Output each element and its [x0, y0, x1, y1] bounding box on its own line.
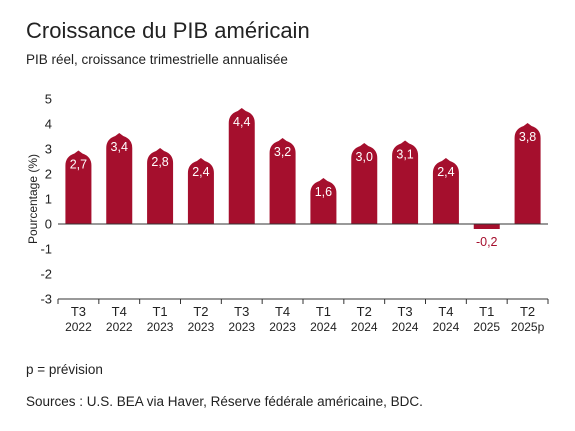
x-tick-label-quarter: T2	[357, 304, 372, 319]
x-tick-label-quarter: T1	[479, 304, 494, 319]
y-tick-label: -1	[40, 242, 52, 257]
x-axis: T32022T42022T12023T22023T32023T42023T120…	[57, 223, 549, 334]
bar	[106, 133, 133, 224]
bar	[432, 158, 459, 224]
x-tick-label-year: 2023	[147, 320, 174, 334]
bar-value-label: -0,2	[476, 235, 498, 249]
x-tick-label-quarter: T4	[275, 304, 290, 319]
bar	[269, 138, 296, 224]
bar-value-label: 3,8	[519, 130, 536, 144]
y-tick-label: 0	[45, 217, 52, 232]
bar	[187, 158, 214, 224]
bar-value-label: 2,7	[70, 158, 87, 172]
x-tick-label-year: 2024	[392, 320, 419, 334]
y-tick-label: -2	[40, 267, 52, 282]
x-tick-label-year: 2023	[269, 320, 296, 334]
x-tick-label-quarter: T3	[234, 304, 249, 319]
bar-value-label: 3,1	[396, 148, 413, 162]
x-tick-label-year: 2024	[433, 320, 460, 334]
bar	[351, 143, 378, 224]
bar-value-label: 3,0	[356, 150, 373, 164]
forecast-note: p = prévision	[26, 362, 103, 377]
x-tick-label-year: 2023	[188, 320, 215, 334]
bar-value-label: 3,2	[274, 145, 291, 159]
x-tick-label-year: 2025p	[511, 320, 545, 334]
bar-value-label: 2,4	[437, 165, 454, 179]
bar	[147, 148, 174, 224]
chart-subtitle: PIB réel, croissance trimestrielle annua…	[26, 52, 288, 67]
y-axis: 5 4 3 2 1 0 -1 -2 -3	[40, 92, 52, 307]
y-tick-label: 3	[45, 142, 52, 157]
x-tick-label-quarter: T3	[397, 304, 412, 319]
bar-chart: 5 4 3 2 1 0 -1 -2 -3 2,7 3,4 2,8 2,4 4,4 3,2 1,6 3,0 3,1…	[26, 92, 549, 334]
bars: 2,7 3,4 2,8 2,4 4,4 3,2 1,6 3,0 3,1 2,4 -0,2 3,8	[65, 108, 541, 249]
x-tick-label-year: 2025	[473, 320, 500, 334]
y-tick-label: 4	[45, 117, 52, 132]
x-tick-label-quarter: T2	[520, 304, 535, 319]
x-tick-label-quarter: T1	[316, 304, 331, 319]
bar	[473, 224, 500, 229]
y-tick-label: 5	[45, 92, 52, 107]
x-tick-label-quarter: T3	[71, 304, 86, 319]
y-axis-label: Pourcentage (%)	[26, 154, 40, 244]
y-tick-label: 2	[45, 167, 52, 182]
x-tick-label-quarter: T4	[112, 304, 127, 319]
chart-title: Croissance du PIB américain	[26, 18, 310, 43]
x-tick-label-quarter: T2	[193, 304, 208, 319]
bar-value-label: 2,8	[151, 155, 168, 169]
x-tick-label-quarter: T4	[438, 304, 453, 319]
x-tick-label-year: 2024	[351, 320, 378, 334]
y-tick-label: -3	[40, 292, 52, 307]
x-tick-label-year: 2024	[310, 320, 337, 334]
bar	[65, 150, 92, 224]
x-tick-label-year: 2022	[106, 320, 133, 334]
bar-value-label: 4,4	[233, 115, 250, 129]
bar-value-label: 3,4	[111, 140, 128, 154]
bar-value-label: 1,6	[315, 185, 332, 199]
x-tick-label-year: 2023	[228, 320, 255, 334]
bar	[392, 140, 419, 224]
x-tick-label-quarter: T1	[152, 304, 167, 319]
bar	[310, 178, 337, 224]
bar-value-label: 2,4	[192, 165, 209, 179]
x-tick-label-year: 2022	[65, 320, 92, 334]
y-tick-label: 1	[45, 192, 52, 207]
bar	[514, 123, 541, 224]
bar	[228, 108, 255, 224]
source-note: Sources : U.S. BEA via Haver, Réserve fé…	[26, 394, 423, 409]
